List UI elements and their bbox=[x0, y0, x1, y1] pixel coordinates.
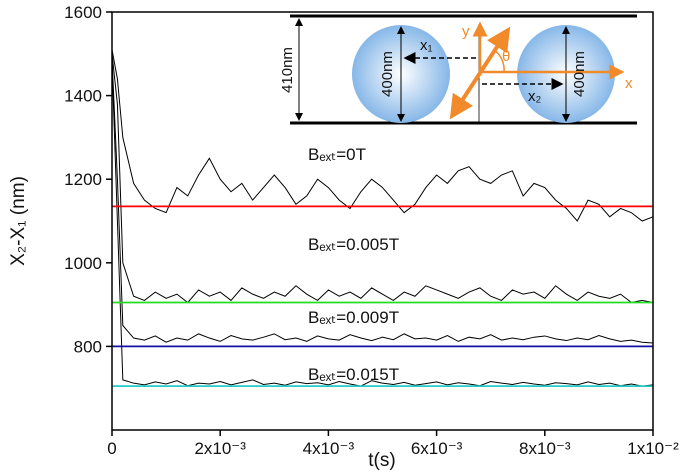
field-direction bbox=[449, 26, 511, 120]
x-axis-label: t(s) bbox=[368, 450, 395, 471]
plot-area bbox=[111, 49, 654, 388]
inset-label: 410nm bbox=[279, 47, 296, 93]
series-label: Bₑₓₜ=0.015T bbox=[308, 365, 399, 384]
inset-label: x₂ bbox=[528, 88, 542, 105]
x-tick-label: 2x10⁻³ bbox=[194, 439, 246, 458]
series-label: Bₑₓₜ=0T bbox=[308, 145, 366, 164]
x-tick-label: 0 bbox=[107, 439, 116, 458]
inset-label: 400nm bbox=[571, 51, 588, 97]
inset: 410nm 400nm 400nm x₁ x₂ y x θ bbox=[279, 14, 637, 125]
inset-label: 400nm bbox=[379, 51, 396, 97]
axes-frame bbox=[111, 11, 654, 431]
trace bbox=[111, 57, 654, 344]
inset-label: θ bbox=[502, 48, 510, 65]
y-tick-label: 1400 bbox=[64, 87, 102, 106]
series-label: Bₑₓₜ=0.009T bbox=[308, 308, 399, 327]
y-tick-label: 1600 bbox=[64, 3, 102, 22]
y-tick-label: 1000 bbox=[64, 254, 102, 273]
y-axis-label: X₂-X₁ (nm) bbox=[8, 176, 29, 266]
y-tick-label: 1200 bbox=[64, 170, 102, 189]
x-tick-label: 6x10⁻³ bbox=[411, 439, 463, 458]
x-tick-label: 4x10⁻³ bbox=[303, 439, 355, 458]
trace bbox=[111, 62, 654, 387]
series-label: Bₑₓₜ=0.005T bbox=[308, 235, 399, 254]
inset-label: x₁ bbox=[420, 37, 433, 54]
x-tick-label: 8x10⁻³ bbox=[519, 439, 571, 458]
inset-label: y bbox=[462, 23, 470, 40]
trace bbox=[111, 49, 654, 222]
trace bbox=[111, 53, 654, 304]
inset-label: x bbox=[625, 75, 633, 92]
x-tick-label: 1x10⁻² bbox=[627, 439, 679, 458]
angle-arc bbox=[493, 49, 505, 73]
y-tick-label: 800 bbox=[74, 337, 102, 356]
